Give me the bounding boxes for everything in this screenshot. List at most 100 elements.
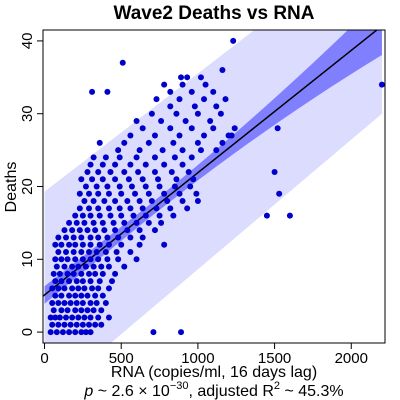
data-point	[58, 307, 65, 314]
data-point	[82, 329, 89, 336]
data-point	[49, 321, 56, 328]
data-point	[50, 270, 57, 277]
data-point	[217, 110, 224, 117]
data-point	[179, 161, 186, 168]
data-point	[90, 154, 97, 161]
data-point	[194, 110, 201, 117]
data-point	[167, 103, 174, 110]
data-point	[170, 212, 177, 219]
data-point	[70, 249, 77, 256]
data-point	[81, 285, 88, 292]
data-point	[87, 314, 94, 321]
data-point	[49, 299, 56, 306]
data-point	[92, 227, 99, 234]
y-tick-label: 0	[19, 328, 36, 336]
data-point	[92, 270, 99, 277]
data-point	[99, 270, 106, 277]
data-point	[66, 241, 73, 248]
data-point	[55, 234, 62, 241]
data-point	[95, 285, 102, 292]
data-point	[188, 88, 195, 95]
data-point	[167, 205, 174, 212]
data-point	[64, 256, 71, 263]
data-point	[104, 256, 111, 263]
data-point	[151, 132, 158, 139]
data-point	[222, 96, 229, 103]
data-point	[184, 74, 191, 81]
data-point	[101, 198, 108, 205]
data-point	[139, 234, 146, 241]
data-point	[93, 299, 100, 306]
data-point	[158, 117, 165, 124]
data-point	[182, 117, 189, 124]
data-point	[136, 198, 143, 205]
data-point	[52, 278, 59, 285]
data-point	[70, 234, 77, 241]
data-point	[59, 329, 66, 336]
data-point	[63, 249, 70, 256]
data-point	[116, 205, 123, 212]
data-point	[78, 292, 85, 299]
x-axis-label: RNA (copies/ml, 16 days lag)	[111, 364, 317, 381]
x-tick-label: 2000	[335, 350, 368, 367]
data-point	[121, 168, 128, 175]
data-point	[72, 256, 79, 263]
y-axis: 0 10 20 30 40	[19, 33, 43, 336]
data-point	[75, 285, 82, 292]
data-point	[53, 263, 60, 270]
data-point	[112, 161, 119, 168]
data-point	[72, 329, 79, 336]
data-point	[151, 227, 158, 234]
data-point	[84, 307, 91, 314]
data-point	[64, 270, 71, 277]
data-point	[102, 154, 109, 161]
data-point	[66, 292, 73, 299]
data-point	[158, 219, 165, 226]
data-point	[61, 263, 68, 270]
data-point	[61, 285, 68, 292]
data-point	[105, 190, 112, 197]
data-point	[286, 212, 293, 219]
data-point	[184, 205, 191, 212]
data-point	[99, 292, 106, 299]
data-point	[82, 183, 89, 190]
data-point	[105, 241, 112, 248]
data-point	[95, 205, 102, 212]
data-point	[78, 270, 85, 277]
data-point	[96, 278, 103, 285]
data-point	[118, 190, 125, 197]
data-point	[130, 212, 137, 219]
data-point	[79, 256, 86, 263]
data-point	[76, 205, 83, 212]
data-point	[90, 307, 97, 314]
data-point	[139, 125, 146, 132]
data-point	[99, 219, 106, 226]
data-point	[105, 314, 112, 321]
data-point	[271, 168, 278, 175]
data-point	[64, 307, 71, 314]
data-point	[142, 183, 149, 190]
data-point	[72, 241, 79, 248]
data-point	[92, 321, 99, 328]
data-point	[115, 234, 122, 241]
data-point	[79, 299, 86, 306]
data-point	[207, 117, 214, 124]
data-point	[87, 329, 94, 336]
data-point	[73, 299, 80, 306]
data-point	[121, 139, 128, 146]
data-point	[93, 183, 100, 190]
data-point	[179, 198, 186, 205]
data-point	[263, 212, 270, 219]
data-point	[173, 176, 180, 183]
data-point	[52, 292, 59, 299]
data-point	[139, 176, 146, 183]
data-point	[135, 168, 142, 175]
data-point	[56, 270, 63, 277]
data-point	[145, 139, 152, 146]
data-point	[112, 176, 119, 183]
data-point	[79, 321, 86, 328]
data-point	[73, 321, 80, 328]
data-point	[124, 198, 131, 205]
data-point	[194, 139, 201, 146]
data-point	[67, 299, 74, 306]
